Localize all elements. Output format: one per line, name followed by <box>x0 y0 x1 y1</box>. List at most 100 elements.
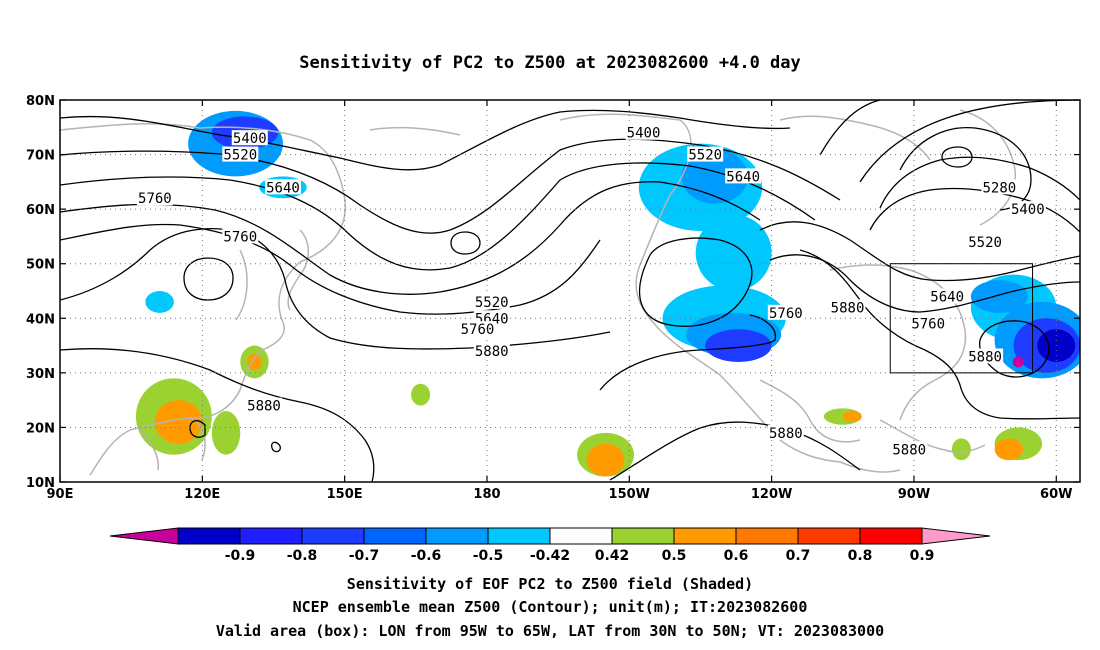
x-tick-label: 150W <box>609 487 650 502</box>
contour-label-bg <box>473 343 510 359</box>
colorbar-segment <box>487 527 551 545</box>
colorbar-segment <box>859 527 923 545</box>
contour-label: 5760 <box>769 306 803 322</box>
contour-label-bg <box>929 288 966 304</box>
colorbar-segment <box>425 527 489 545</box>
z500-contours <box>60 100 1080 482</box>
shaded-region <box>1012 356 1025 368</box>
colorbar-label: -0.5 <box>473 548 504 564</box>
contour-label-bg <box>687 146 724 162</box>
contour-label: 5400 <box>1011 202 1045 218</box>
shaded-region <box>247 353 262 371</box>
colorbar-label: 0.5 <box>662 548 687 564</box>
contour-label: 5520 <box>968 235 1002 251</box>
x-tick-label: 150E <box>327 487 363 502</box>
colorbar-segment <box>611 527 675 545</box>
contour-label: 5760 <box>461 322 495 338</box>
contour-label: 5400 <box>233 131 267 147</box>
figure-title: Sensitivity of PC2 to Z500 at 2023082600… <box>299 53 801 73</box>
contour-label: 5760 <box>223 229 257 245</box>
contour-label: 5880 <box>475 344 509 360</box>
contour-label-bg <box>967 348 1004 364</box>
colorbar-label: 0.9 <box>910 548 935 564</box>
contour-label: 5520 <box>688 148 722 164</box>
map-frame <box>59 99 1081 483</box>
contour-label-bg <box>981 179 1018 195</box>
colorbar-label: 0.8 <box>848 548 873 564</box>
shaded-region <box>994 438 1024 461</box>
y-tick-label: 30N <box>26 367 55 382</box>
x-tick-label: 180 <box>473 487 500 502</box>
contour-label-bg <box>459 321 496 337</box>
colorbar-segment <box>797 527 861 545</box>
colorbar-segment <box>735 527 799 545</box>
shaded-region <box>695 214 772 291</box>
contour-label-bg <box>222 228 259 244</box>
y-tick-label: 60N <box>26 203 55 218</box>
y-tick-label: 10N <box>26 476 55 491</box>
colorbar-segment <box>363 527 427 545</box>
contour-label: 5880 <box>831 300 865 316</box>
contour-label: 5760 <box>138 191 172 207</box>
colorbar-segment <box>549 527 613 545</box>
contour-label-bg <box>829 299 866 315</box>
colorbar-segment <box>177 527 241 545</box>
valid-area-box <box>889 263 1034 374</box>
contour-label-bg <box>910 315 947 331</box>
contour-label-bg <box>967 233 1004 249</box>
contour-label: 5640 <box>266 180 300 196</box>
colorbar-low-triangle <box>109 527 179 545</box>
colorbar-label: 0.6 <box>724 548 749 564</box>
x-tick-label: 90E <box>47 487 74 502</box>
colorbar-label: -0.7 <box>349 548 380 564</box>
caption-line-2: NCEP ensemble mean Z500 (Contour); unit(… <box>293 598 808 616</box>
contour-label-bg <box>231 130 268 146</box>
contour-label: 5880 <box>769 426 803 442</box>
contour-label: 5880 <box>968 349 1002 365</box>
contour-label: 5520 <box>223 148 257 164</box>
shaded-region <box>842 411 862 422</box>
colorbar-segment <box>301 527 365 545</box>
colorbar-label: 0.7 <box>786 548 811 564</box>
y-tick-label: 80N <box>26 94 55 109</box>
shaded-region <box>145 291 174 313</box>
colorbar-segment <box>239 527 303 545</box>
contour-label: 5880 <box>892 442 926 458</box>
contour-label-bg <box>767 424 804 440</box>
shaded-region <box>411 383 431 406</box>
colorbar-label: -0.6 <box>411 548 442 564</box>
shaded-region <box>970 280 1028 313</box>
contour-label-bg <box>246 397 282 413</box>
colorbar-segment <box>673 527 737 545</box>
contour-label: 5760 <box>911 317 945 333</box>
y-tick-label: 40N <box>26 312 55 327</box>
x-tick-label: 120E <box>184 487 220 502</box>
contour-label: 5640 <box>930 289 964 305</box>
contour-label-bg <box>264 179 301 195</box>
contour-label-bg <box>891 441 928 457</box>
colorbar: -0.9 -0.8 -0.7 -0.6 -0.5 -0.42 0.42 0.5 0.6 0.7 0.… <box>109 527 991 564</box>
contour-label: 5400 <box>627 126 661 142</box>
contour-labels: 5400552056405760576055205640576058805880… <box>136 124 1046 458</box>
colorbar-label: -0.9 <box>225 548 256 564</box>
x-tick-label: 60W <box>1040 487 1072 502</box>
contour-label: 5880 <box>247 399 281 415</box>
caption-line-3: Valid area (box): LON from 95W to 65W, L… <box>216 622 884 640</box>
contour-label: 5520 <box>475 295 509 311</box>
contour-label-bg <box>625 124 662 140</box>
contour-label-bg <box>473 293 510 309</box>
shaded-region <box>586 443 625 477</box>
map-axes: 90E 120E 150E 180 150W 120W 90W 60W 10N 20N 30N 40N… <box>26 94 1080 502</box>
contour-label-bg <box>767 304 804 320</box>
contour-label-bg <box>725 168 762 184</box>
shaded-region <box>951 438 971 461</box>
caption-line-1: Sensitivity of EOF PC2 to Z500 field (Sh… <box>347 575 753 593</box>
coastlines <box>60 109 1016 476</box>
contour-label-bg <box>1009 201 1046 217</box>
contour-label-bg <box>222 146 259 162</box>
y-tick-label: 20N <box>26 421 55 436</box>
shaded-region <box>211 411 241 455</box>
x-tick-label: 90W <box>898 487 930 502</box>
contour-label: 5280 <box>982 180 1016 196</box>
